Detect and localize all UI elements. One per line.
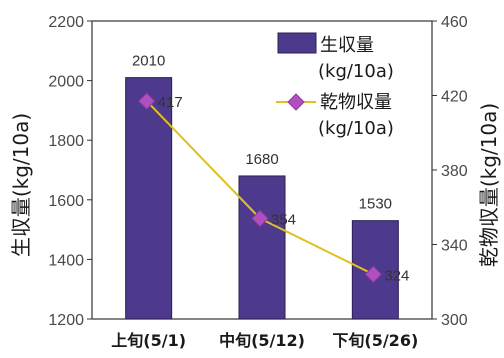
dry-yield-point-3	[364, 265, 383, 284]
left-tick-label: 1600	[48, 193, 84, 210]
legend-line-marker	[287, 93, 305, 111]
right-tick-label: 380	[441, 163, 468, 180]
legend-bar-swatch	[277, 32, 317, 54]
left-axis-ticks: 1200 1400 1600 1800 2000 2200	[48, 14, 92, 329]
line-series: 417 354 324	[137, 92, 409, 284]
right-tick-label: 340	[441, 238, 468, 255]
bar-2	[238, 175, 286, 320]
legend-line-label-line1: 乾物収量	[320, 92, 392, 113]
left-tick-label: 1400	[48, 252, 84, 269]
bar-1	[125, 77, 173, 320]
bar-value-label: 2010	[132, 53, 165, 70]
legend: 生収量 (kg/10a) 乾物収量 (kg/10a)	[276, 32, 394, 139]
left-tick-label: 1200	[48, 312, 84, 329]
left-tick-label: 2000	[48, 74, 84, 91]
right-tick-label: 420	[441, 89, 468, 106]
dry-yield-point-2	[251, 209, 269, 228]
category-label: 下旬(5/26)	[332, 331, 418, 350]
category-label: 上旬(5/1)	[111, 331, 186, 350]
right-axis-label: 乾物収量(kg/10a)	[477, 103, 501, 267]
legend-bar-label-line2: (kg/10a)	[318, 61, 394, 82]
dry-yield-value-label: 417	[158, 94, 183, 111]
left-tick-label: 1800	[48, 133, 84, 150]
legend-bar-label-line1: 生収量	[320, 35, 374, 56]
left-tick-label: 2200	[48, 14, 84, 31]
right-tick-label: 300	[441, 312, 468, 329]
right-axis-ticks: 300 340 380 420 460	[432, 14, 468, 329]
category-labels: 上旬(5/1) 中旬(5/12) 下旬(5/26)	[111, 331, 418, 350]
dry-yield-value-label: 354	[271, 211, 296, 228]
legend-line-label-line2: (kg/10a)	[318, 118, 394, 139]
bar-value-label: 1530	[359, 196, 392, 213]
bar-value-label: 1680	[245, 151, 278, 168]
dry-yield-value-label: 324	[384, 267, 409, 284]
left-axis-label: 生収量(kg/10a)	[9, 113, 33, 257]
category-label: 中旬(5/12)	[219, 331, 305, 350]
right-tick-label: 460	[441, 14, 468, 31]
dry-yield-point-1	[137, 92, 156, 110]
